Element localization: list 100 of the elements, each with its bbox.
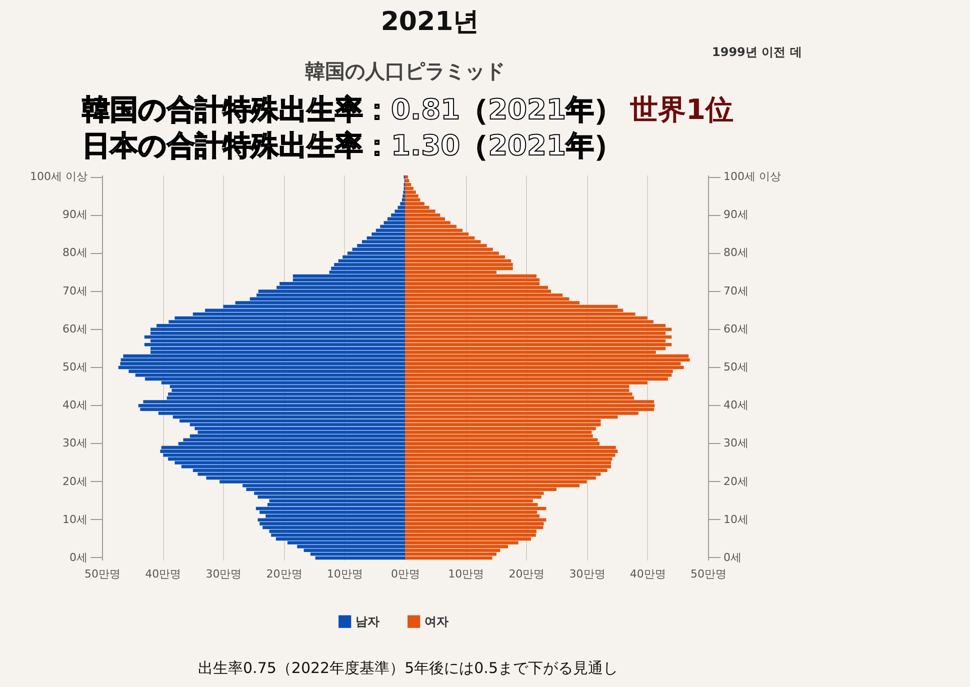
category-label: 60세 <box>62 322 88 336</box>
category-label: 0세 <box>70 550 88 564</box>
bar <box>405 263 513 266</box>
bar <box>258 518 405 522</box>
y-tick-label: 70세 <box>724 284 748 298</box>
bar <box>400 202 405 206</box>
bar <box>405 457 612 461</box>
bar <box>405 274 536 278</box>
bar <box>402 198 405 202</box>
bar <box>405 194 418 198</box>
bar <box>405 286 548 290</box>
bar <box>405 408 654 412</box>
bar <box>405 461 612 464</box>
y-tick-label: 90세 <box>724 208 748 222</box>
category-label: 30세 <box>62 436 88 450</box>
bar <box>144 335 405 339</box>
category-label: 20세 <box>62 474 88 488</box>
bar <box>405 453 616 457</box>
text: 日本の合計特殊出生率：1.30（2021年） <box>82 129 622 162</box>
x-tick-label: 10만명 <box>326 568 363 580</box>
bar <box>394 210 405 213</box>
legend-label: 여자 <box>424 614 448 629</box>
bar <box>405 328 672 332</box>
text: 出生率0.75（2022年度基準）5年後には0.5まで下がる見通し <box>198 659 618 677</box>
bar <box>405 179 410 182</box>
x-tick-label: 20만명 <box>508 568 545 580</box>
bar <box>260 510 405 514</box>
bar <box>405 438 598 442</box>
bar <box>405 358 690 362</box>
bar <box>405 556 492 560</box>
bar <box>398 206 405 210</box>
bar <box>140 408 405 412</box>
x-tick-label: 40만명 <box>630 568 666 580</box>
bar <box>405 495 542 499</box>
bar <box>405 259 512 262</box>
bar <box>123 354 405 358</box>
bar <box>380 224 405 228</box>
x-tick-label: 30만명 <box>206 568 242 580</box>
y-tick-label: 0세 <box>724 550 742 564</box>
bar <box>120 362 405 366</box>
bar <box>405 430 592 434</box>
bar <box>118 366 405 370</box>
bar <box>172 388 405 392</box>
bar <box>405 400 654 404</box>
category-label: 40세 <box>62 398 88 412</box>
text: 2021년 <box>380 7 480 37</box>
bar <box>405 343 672 346</box>
bar <box>384 221 405 224</box>
category-label: 10세 <box>62 512 88 526</box>
bar <box>260 522 405 526</box>
y-tick-label: 100세 이상 <box>724 170 781 184</box>
bar <box>405 522 544 526</box>
category-label: 70세 <box>62 284 88 298</box>
bar <box>138 404 405 408</box>
bar <box>405 392 632 396</box>
bar <box>387 217 405 221</box>
x-tick-label: 50만명 <box>690 568 726 580</box>
bar <box>161 446 405 450</box>
y-tick-label: 20세 <box>724 474 748 488</box>
bar <box>280 282 405 286</box>
bar <box>334 263 405 266</box>
bar <box>405 377 668 381</box>
bar <box>271 533 405 537</box>
y-tick-label: 50세 <box>724 360 748 374</box>
bar <box>405 506 546 510</box>
bar <box>405 388 630 392</box>
bar <box>405 175 408 179</box>
bar <box>168 392 405 396</box>
bar <box>405 198 420 202</box>
y-tick-label: 80세 <box>724 246 748 260</box>
category-label: 80세 <box>62 246 88 260</box>
y-tick-label: 40세 <box>724 398 748 412</box>
bar <box>405 373 672 377</box>
x-tick-label: 20만명 <box>266 568 302 580</box>
bar <box>405 518 546 522</box>
bar <box>150 328 405 332</box>
bar <box>405 404 655 408</box>
category-label: 100세 이상 <box>30 170 88 184</box>
text: 世界1位 <box>629 93 734 126</box>
bar <box>405 278 540 282</box>
bar <box>342 255 405 259</box>
bar <box>405 366 684 370</box>
bar <box>405 183 412 186</box>
x-tick-label: 40만명 <box>145 568 182 580</box>
y-tick-label: 30세 <box>724 436 748 450</box>
x-tick-label: 30만명 <box>569 568 606 580</box>
chart-title: 韓国の人口ピラミッド <box>305 59 505 83</box>
bar <box>405 186 414 190</box>
bar <box>405 354 689 358</box>
y-tick-label: 10세 <box>724 512 748 526</box>
bar <box>405 423 601 426</box>
bar <box>258 290 405 293</box>
category-label: 90세 <box>62 208 88 222</box>
bar <box>376 228 405 232</box>
bar <box>405 533 536 537</box>
bar <box>160 450 405 453</box>
bar <box>405 266 513 270</box>
x-tick-label: 50만명 <box>84 568 120 580</box>
bar <box>262 526 405 530</box>
bar <box>391 213 405 217</box>
